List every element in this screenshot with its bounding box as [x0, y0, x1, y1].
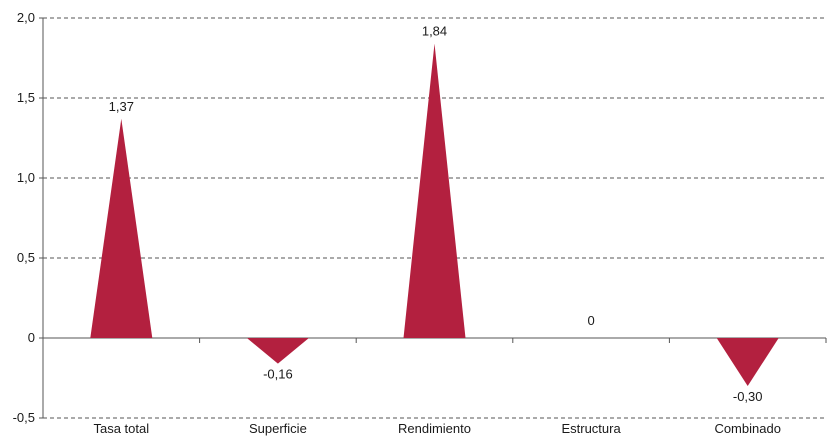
bar	[246, 338, 309, 364]
y-tick-label: 0	[28, 330, 35, 345]
x-tick-label: Rendimiento	[398, 421, 471, 436]
bar	[716, 338, 779, 386]
bar	[90, 118, 153, 338]
y-tick-label: 0,5	[17, 250, 35, 265]
y-tick-labels: -0,5 0 0,5 1,0 1,5 2,0	[13, 10, 35, 425]
data-label: -0,16	[263, 367, 293, 382]
x-tick-label: Tasa total	[93, 421, 149, 436]
bar	[403, 43, 466, 338]
data-label: 0	[587, 313, 594, 328]
bars	[90, 43, 779, 386]
y-tick-label: -0,5	[13, 410, 35, 425]
y-tick-label: 1,5	[17, 90, 35, 105]
gridlines	[43, 17, 826, 419]
data-label: 1,37	[109, 99, 134, 114]
data-label: 1,84	[422, 24, 447, 39]
x-tick-labels: Tasa total Superficie Rendimiento Estructur…	[93, 421, 780, 436]
y-tick-label: 2,0	[17, 10, 35, 25]
y-tick-label: 1,0	[17, 170, 35, 185]
x-tick-label: Estructura	[561, 421, 621, 436]
x-tick-label: Combinado	[714, 421, 781, 436]
x-tick-label: Superficie	[249, 421, 307, 436]
data-label: -0,30	[733, 389, 763, 404]
data-labels: 1,37 -0,16 1,84 0 -0,30	[109, 24, 763, 404]
